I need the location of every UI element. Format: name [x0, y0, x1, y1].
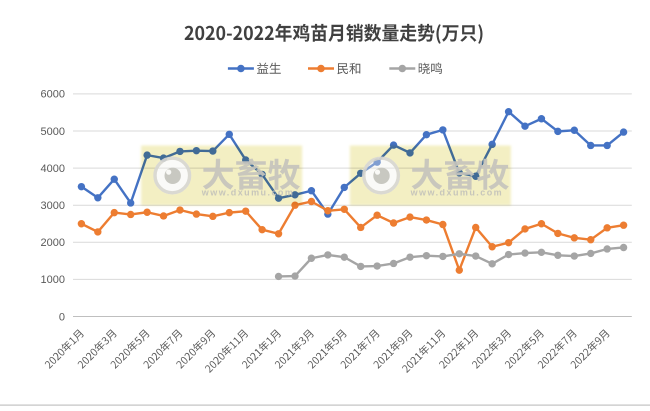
svg-text:0: 0 — [59, 311, 65, 323]
svg-text:3000: 3000 — [41, 200, 65, 212]
svg-text:5000: 5000 — [41, 126, 65, 138]
svg-text:2000: 2000 — [41, 237, 65, 249]
svg-text:4000: 4000 — [41, 163, 65, 175]
svg-text:6000: 6000 — [41, 89, 65, 101]
svg-text:www.dxumu.com: www.dxumu.com — [201, 188, 295, 198]
svg-text:www.dxumu.com: www.dxumu.com — [410, 188, 504, 198]
svg-text:1000: 1000 — [41, 274, 65, 286]
